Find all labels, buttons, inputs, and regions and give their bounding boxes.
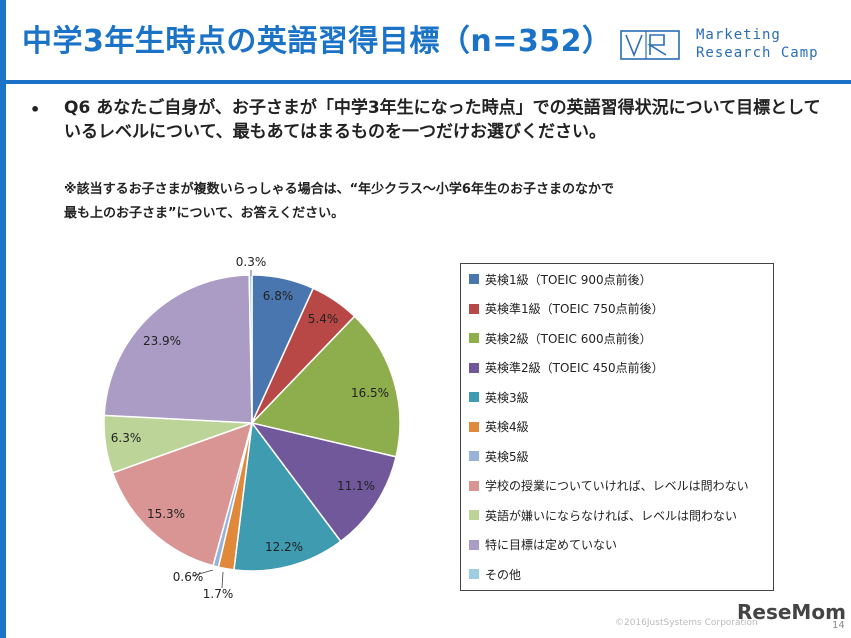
legend-item-2: 英検2級（TOEIC 600点前後） [469, 329, 652, 347]
logo-text: Marketing Research Camp [696, 26, 819, 62]
note-line2: 最も上のお子さま”について、お答えください。 [64, 206, 345, 221]
legend-item-6: 英検5級 [469, 447, 529, 465]
brand-logo: Marketing Research Camp [620, 24, 840, 70]
footer-brand: ReseMom [737, 600, 846, 624]
question-note: ※該当するお子さまが複数いらっしゃる場合は、“年少クラス～小学6年生のお子さまの… [64, 178, 804, 226]
header: 中学3年生時点の英語習得目標（n=352） Marketing Research… [0, 0, 851, 80]
slice-label-6: 0.6% [173, 570, 204, 584]
logo-line1: Marketing [696, 27, 781, 43]
slice-label-7: 15.3% [147, 507, 185, 521]
slice-label-5: 1.7% [203, 587, 234, 601]
legend-swatch-1 [469, 303, 479, 314]
legend-label-1: 英検準1級（TOEIC 750点前後） [485, 302, 664, 316]
leader-line-6 [191, 569, 214, 577]
legend-label-9: 特に目標は定めていない [485, 538, 618, 552]
legend-label-5: 英検4級 [485, 420, 529, 434]
question-text: Q6 あなたご自身が、お子さまが「中学3年生になった時点」での英語習得状況につい… [64, 98, 821, 142]
legend-label-2: 英検2級（TOEIC 600点前後） [485, 331, 652, 346]
legend-swatch-7 [469, 480, 479, 491]
page-number: 14 [832, 620, 845, 631]
pie-slice-3 [250, 421, 397, 543]
legend-item-8: 英語が嫌いにならなければ、レベルは問わない [469, 506, 737, 524]
note-line1: ※該当するお子さまが複数いらっしゃる場合は、“年少クラス～小学6年生のお子さまの… [64, 182, 614, 197]
legend-label-4: 英検3級 [485, 390, 529, 405]
legend-swatch-9 [469, 539, 479, 550]
pie-slice-4 [233, 421, 342, 572]
legend-label-7: 学校の授業についていければ、レベルは問わない [485, 479, 749, 493]
legend-label-10: その他 [485, 567, 522, 582]
legend-swatch-6 [469, 451, 479, 461]
slice-label-9: 23.9% [143, 334, 181, 348]
legend-label-0: 英検1級（TOEIC 900点前後） [485, 272, 652, 287]
legend-swatch-5 [469, 421, 479, 432]
legend-item-1: 英検準1級（TOEIC 750点前後） [469, 300, 664, 318]
legend-item-4: 英検3級 [469, 388, 529, 406]
slice-label-2: 16.5% [351, 386, 389, 400]
legend-swatch-8 [469, 510, 479, 520]
left-accent-bar [0, 0, 6, 638]
legend-label-6: 英検5級 [485, 449, 529, 464]
legend-item-3: 英検準2級（TOEIC 450点前後） [469, 359, 664, 377]
legend-item-7: 学校の授業についていければ、レベルは問わない [469, 477, 749, 495]
legend-item-10: その他 [469, 565, 521, 583]
legend-item-0: 英検1級（TOEIC 900点前後） [469, 270, 652, 288]
legend-swatch-10 [469, 569, 479, 579]
pie-slice-2 [250, 315, 401, 458]
slice-label-3: 11.1% [337, 479, 375, 493]
page-title: 中学3年生時点の英語習得目標（n=352） [22, 24, 613, 59]
slice-label-4: 12.2% [265, 540, 303, 554]
legend-swatch-3 [469, 362, 479, 373]
legend-swatch-0 [469, 274, 479, 284]
logo-line2: Research Camp [696, 45, 819, 61]
bullet: • [30, 100, 41, 119]
legend-label-8: 英語が嫌いにならなければ、レベルは問わない [485, 508, 738, 523]
leader-line-5 [221, 571, 224, 589]
legend-item-5: 英検4級 [469, 418, 529, 436]
logo-mark-icon [620, 30, 680, 60]
legend-swatch-4 [469, 392, 479, 402]
header-divider [0, 80, 851, 84]
legend-swatch-2 [469, 333, 479, 343]
legend-label-3: 英検準2級（TOEIC 450点前後） [485, 361, 664, 375]
chart-legend: 英検1級（TOEIC 900点前後） 英検準1級（TOEIC 750点前後） 英検2… [460, 263, 774, 591]
footer-copyright: ©2016JustSystems Corporation [615, 618, 758, 628]
slice-label-0: 6.8% [263, 289, 294, 303]
pie-slice-7 [111, 421, 254, 567]
slice-label-1: 5.4% [308, 312, 339, 326]
legend-item-9: 特に目標は定めていない [469, 536, 617, 554]
slice-label-10: 0.3% [236, 255, 267, 269]
slice-label-8: 6.3% [111, 431, 142, 445]
pie-chart: 6.8% 5.4% 16.5% 11.1% 12.2% 1.7% 0.6% 15.3% 6.3%… [103, 255, 401, 601]
pie-slice-9 [103, 274, 253, 424]
